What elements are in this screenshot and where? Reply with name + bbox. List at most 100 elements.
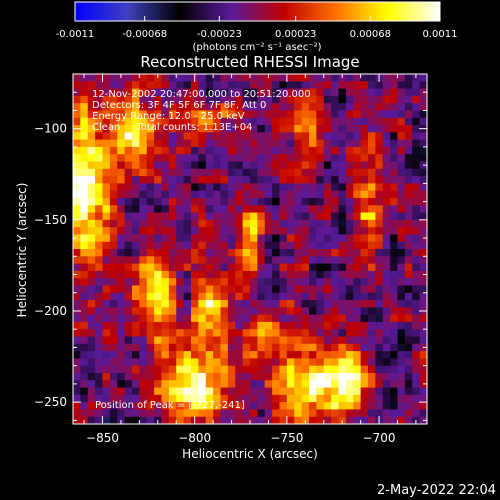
heatmap-cell [404,81,413,90]
heatmap-cell [272,146,281,155]
heatmap-cell [397,183,406,192]
heatmap-cell [205,139,214,148]
heatmap-cell [382,343,391,352]
heatmap-cell [375,110,384,119]
heatmap-cell [294,103,303,112]
heatmap-cell [360,300,369,308]
heatmap-cell [139,110,148,119]
heatmap-cell [191,256,199,265]
heatmap-cell [242,132,251,141]
heatmap-cell [368,205,376,214]
heatmap-cell [250,402,258,411]
heatmap-cell [397,249,406,257]
heatmap-cell [360,314,369,323]
heatmap-cell [80,154,89,163]
heatmap-cell [95,314,104,323]
heatmap-cell [250,394,258,403]
heatmap-cell [242,358,251,367]
heatmap-cell [390,307,399,316]
heatmap-cell [198,219,207,228]
heatmap-cell [301,176,310,184]
heatmap-cell [80,278,89,287]
heatmap-cell [353,197,362,206]
heatmap-cell [235,416,244,425]
heatmap-cell [80,227,89,236]
heatmap-cell [227,409,236,418]
heatmap-cell [419,358,428,367]
heatmap-cell [95,81,104,90]
heatmap-cell [124,314,133,323]
heatmap-cell [301,234,310,243]
heatmap-cell [353,168,362,177]
heatmap-cell [80,365,89,374]
heatmap-cell [117,358,126,367]
heatmap-cell [109,365,118,374]
heatmap-cell [146,161,155,170]
heatmap-cell [286,314,295,323]
heatmap-cell [117,154,126,163]
heatmap-cell [264,314,273,323]
heatmap-cell [213,321,222,330]
heatmap-cell [250,190,258,199]
heatmap-cell [272,139,281,148]
heatmap-cell [390,256,399,265]
heatmap-cell [213,197,222,206]
heatmap-cell [102,292,111,301]
heatmap-cell [250,125,258,133]
heatmap-cell [154,263,163,272]
heatmap-cell [132,74,140,82]
heatmap-cell [375,321,384,330]
heatmap-cell [220,314,229,323]
heatmap-cell [235,125,244,133]
heatmap-cell [220,372,229,381]
heatmap-cell [146,307,155,316]
heatmap-cell [205,190,214,199]
heatmap-cell [80,358,89,367]
heatmap-cell [419,249,428,257]
heatmap-cell [390,387,399,396]
heatmap-cell [205,197,214,206]
heatmap-cell [132,103,140,112]
heatmap-cell [375,394,384,403]
heatmap-cell [139,409,148,418]
heatmap-cell [191,394,199,403]
heatmap-cell [132,176,140,184]
heatmap-cell [331,358,340,367]
heatmap-cell [73,321,81,330]
heatmap-cell [360,74,369,82]
heatmap-cell [191,117,199,126]
heatmap-cell [109,249,118,257]
heatmap-cell [353,336,362,345]
heatmap-cell [139,154,148,163]
y-axis-label: Heliocentric Y (arcsec) [15,183,29,318]
heatmap-cell [95,176,104,184]
heatmap-cell [139,256,148,265]
heatmap-cell [80,351,89,359]
heatmap-cell [154,81,163,90]
heatmap-cell [264,176,273,184]
heatmap-cell [154,307,163,316]
heatmap-cell [272,256,281,265]
heatmap-cell [168,74,177,82]
heatmap-cell [95,300,104,308]
heatmap-cell [220,321,229,330]
heatmap-cell [301,110,310,119]
heatmap-cell [109,74,118,82]
heatmap-cell [183,292,192,301]
heatmap-cell [316,139,325,148]
heatmap-cell [279,219,288,228]
heatmap-cell [257,241,266,250]
heatmap-cell [198,103,207,112]
heatmap-cell [168,365,177,374]
heatmap-cell [412,103,421,112]
heatmap-cell [368,227,376,236]
heatmap-cell [80,234,89,243]
heatmap-cell [323,154,332,163]
heatmap-cell [191,219,199,228]
heatmap-cell [80,219,89,228]
heatmap-cell [205,263,214,272]
heatmap-cell [390,365,399,374]
heatmap-cell [183,125,192,133]
heatmap-cell [176,249,185,257]
heatmap-cell [331,103,340,112]
